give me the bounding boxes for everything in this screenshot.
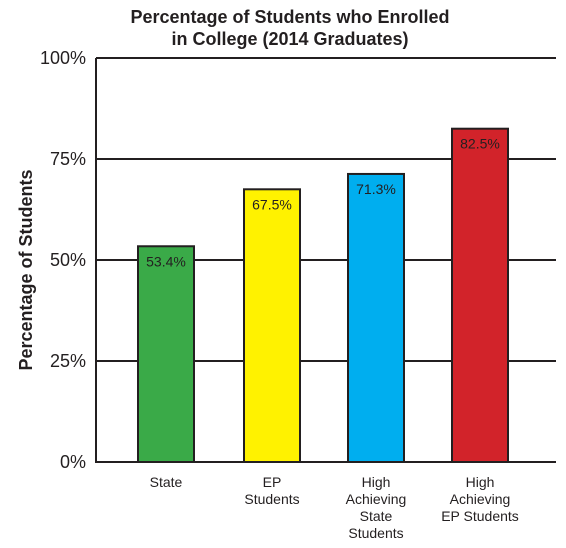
category-label: High Achieving State Students (346, 474, 407, 541)
chart-title: Percentage of Students who Enrolled in C… (130, 7, 450, 49)
category-label: EP Students (244, 474, 299, 507)
data-label: 82.5% (460, 136, 500, 152)
y-tick-label: 50% (50, 250, 86, 270)
data-label: 71.3% (356, 181, 396, 197)
bar (451, 127, 509, 463)
y-tick-label: 0% (60, 452, 86, 472)
data-label: 53.4% (146, 253, 186, 269)
bar (347, 172, 405, 463)
y-tick-label: 100% (40, 48, 86, 68)
bar (137, 245, 195, 463)
y-tick-label: 25% (50, 351, 86, 371)
category-label: High Achieving EP Students (441, 474, 519, 524)
category-label: State (150, 474, 183, 490)
data-label: 67.5% (252, 196, 292, 212)
bar (243, 188, 301, 464)
y-tick-label: 75% (50, 149, 86, 169)
y-axis-title: Percentage of Students (16, 169, 36, 370)
